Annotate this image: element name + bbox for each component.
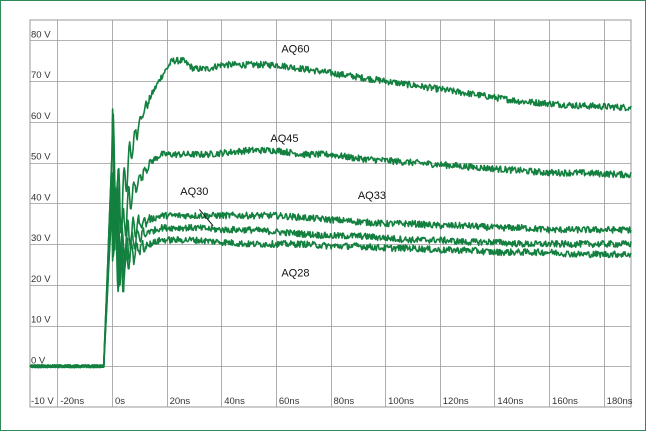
label-layer: AQ60 AQ45 AQ33 AQ30 AQ28	[180, 44, 386, 280]
series-label: AQ45	[270, 133, 298, 145]
series-layer	[29, 56, 632, 369]
y-tick-label: 30 V	[31, 233, 51, 244]
y-tick-label: 20 V	[31, 274, 51, 285]
x-tick-label: 80ns	[334, 396, 355, 407]
x-tick-label: 140ns	[497, 396, 523, 407]
y-tick-label: 50 V	[31, 152, 51, 163]
tick-layer: -10 V 0 V 10 V 20 V 30 V 40 V 50 V 60 V 70 V 80 V…	[31, 29, 633, 407]
y-tick-label: 40 V	[31, 192, 51, 203]
series-label: AQ28	[281, 268, 309, 280]
plot-border	[29, 19, 632, 408]
grid	[29, 19, 632, 408]
x-tick-label: 100ns	[388, 396, 414, 407]
y-tick-label: 0 V	[31, 355, 46, 366]
series-label: AQ30	[180, 186, 208, 198]
x-tick-label: 120ns	[443, 396, 469, 407]
annotation-pointer	[198, 209, 214, 227]
y-tick-label: 70 V	[31, 70, 51, 81]
x-tick-label: 20ns	[170, 396, 191, 407]
x-tick-label: -20ns	[60, 396, 84, 407]
x-tick-label: 40ns	[224, 396, 245, 407]
series-line	[29, 108, 632, 369]
x-tick-label: 160ns	[552, 396, 578, 407]
series-line	[29, 187, 632, 369]
y-tick-label: 80 V	[31, 29, 51, 40]
x-tick-label: 60ns	[279, 396, 300, 407]
y-tick-label: 10 V	[31, 315, 51, 326]
y-tick-label: -10 V	[31, 396, 54, 407]
x-tick-label: 180ns	[607, 396, 633, 407]
x-tick-label: 0s	[115, 396, 125, 407]
series-line	[29, 56, 632, 369]
y-tick-label: 60 V	[31, 111, 51, 122]
series-label: AQ60	[281, 44, 309, 56]
series-label: AQ33	[358, 190, 386, 202]
